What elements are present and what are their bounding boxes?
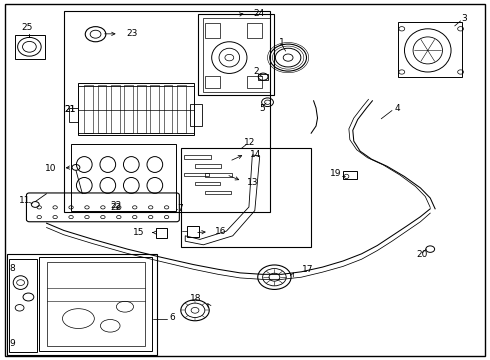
Text: 22: 22 [111,202,122,211]
Bar [195,182,220,185]
Bar [205,23,220,38]
Bar [78,83,194,135]
Bar [258,74,268,80]
Bar [184,155,211,159]
Bar [164,85,172,133]
Bar [39,257,152,351]
Bar [205,76,220,88]
Text: 24: 24 [254,9,265,18]
Text: 20: 20 [416,251,428,259]
Bar [198,14,274,95]
Text: 2: 2 [253,68,259,77]
Bar [184,173,209,176]
Text: 25: 25 [21,23,33,32]
Bar [84,85,93,133]
Bar [15,35,45,59]
Text: 11: 11 [19,197,30,205]
Bar [7,254,157,355]
Bar [71,144,176,211]
Bar [195,164,221,168]
Text: 6: 6 [170,313,175,322]
Bar [124,85,133,133]
Bar [205,173,232,177]
Text: 18: 18 [190,294,202,302]
Bar [98,85,106,133]
Text: 21: 21 [64,105,76,114]
Text: 5: 5 [259,104,265,112]
Text: 23: 23 [126,29,138,38]
Bar [9,259,37,352]
Bar [47,262,145,346]
Bar [203,18,270,92]
Text: 7: 7 [177,204,183,213]
Bar [69,108,78,122]
Bar [150,85,159,133]
Text: 22: 22 [111,201,122,210]
Bar [398,22,462,77]
Text: 17: 17 [302,265,314,274]
Text: 4: 4 [394,104,400,112]
Bar [64,11,270,212]
Bar [247,23,262,38]
Text: 19: 19 [330,169,342,178]
Text: 1: 1 [279,38,285,47]
Text: 16: 16 [215,228,226,236]
Bar [187,226,199,237]
Bar [181,148,311,247]
Text: 15: 15 [133,228,145,237]
Bar [111,85,120,133]
Bar [156,228,167,238]
Bar [177,85,186,133]
Bar [343,171,357,179]
Bar [190,104,202,126]
Text: 13: 13 [247,177,259,186]
Text: 21: 21 [64,105,76,114]
Bar [137,85,146,133]
Bar [247,76,262,88]
Text: 14: 14 [250,150,261,158]
Bar [205,191,231,194]
Text: 12: 12 [244,138,256,147]
Text: 8: 8 [9,264,15,273]
Text: 10: 10 [46,163,57,172]
Text: 9: 9 [9,339,15,348]
Text: 3: 3 [462,14,467,23]
